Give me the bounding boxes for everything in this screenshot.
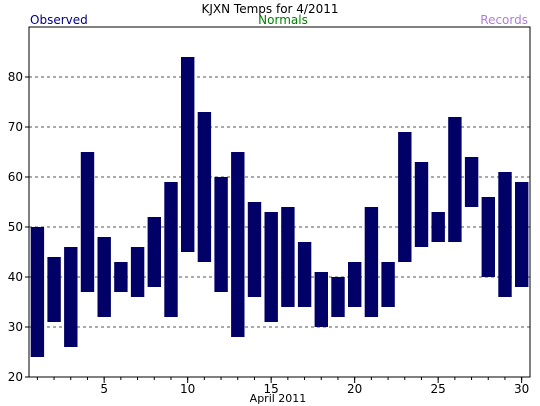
y-tick-label: 80 bbox=[8, 70, 23, 84]
bar-day-12 bbox=[214, 177, 228, 292]
bar-day-20 bbox=[348, 262, 362, 307]
bar-day-17 bbox=[297, 242, 312, 307]
bar-day-7 bbox=[130, 247, 145, 297]
y-tick-label: 40 bbox=[8, 270, 23, 284]
x-tick-label: 5 bbox=[100, 382, 108, 396]
bar-day-8 bbox=[147, 217, 161, 287]
bar-day-6 bbox=[114, 262, 128, 292]
legend-normals: Normals bbox=[258, 13, 308, 27]
legend-records: Records bbox=[480, 13, 528, 27]
bar-day-16 bbox=[281, 207, 295, 307]
bar-day-1 bbox=[30, 227, 45, 357]
bar-day-27 bbox=[464, 157, 479, 207]
x-tick-label: 25 bbox=[431, 382, 446, 396]
bar-day-14 bbox=[247, 202, 262, 297]
legend-observed: Observed bbox=[30, 13, 88, 27]
y-tick-label: 30 bbox=[8, 320, 23, 334]
bar-day-25 bbox=[431, 212, 445, 242]
bar-day-21 bbox=[364, 207, 379, 317]
plot-frame bbox=[28, 26, 531, 378]
y-axis: 20 30 40 50 60 70 80 bbox=[8, 70, 29, 384]
bar-day-29 bbox=[498, 172, 512, 297]
bar-day-18 bbox=[314, 272, 328, 327]
bar-day-13 bbox=[231, 152, 245, 337]
bar-day-3 bbox=[64, 247, 78, 347]
bar-day-9 bbox=[164, 182, 178, 317]
x-tick-label: 15 bbox=[264, 382, 279, 396]
x-axis: 5 10 15 20 25 30 bbox=[36, 377, 529, 396]
y-tick-label: 60 bbox=[8, 170, 23, 184]
y-tick-label: 20 bbox=[8, 370, 23, 384]
bar-day-5 bbox=[97, 237, 111, 317]
bar-day-24 bbox=[414, 162, 429, 247]
bar-day-19 bbox=[331, 277, 345, 317]
bar-day-28 bbox=[481, 197, 495, 277]
bar-day-2 bbox=[47, 257, 61, 322]
x-tick-label: 20 bbox=[347, 382, 362, 396]
bar-day-26 bbox=[448, 117, 462, 242]
x-tick-label: 10 bbox=[180, 382, 195, 396]
bar-day-4 bbox=[80, 152, 95, 292]
bar-day-30 bbox=[515, 182, 529, 287]
x-tick-label: 30 bbox=[514, 382, 529, 396]
chart-title: KJXN Temps for 4/2011 bbox=[202, 2, 339, 16]
x-axis-label: April 2011 bbox=[250, 392, 307, 405]
bar-day-11 bbox=[197, 112, 212, 262]
bar-day-23 bbox=[398, 132, 412, 262]
bars bbox=[30, 57, 529, 357]
bar-day-10 bbox=[181, 57, 195, 252]
bar-day-15 bbox=[264, 212, 278, 322]
bar-day-22 bbox=[381, 262, 395, 307]
y-tick-label: 50 bbox=[8, 220, 23, 234]
y-tick-label: 70 bbox=[8, 120, 23, 134]
